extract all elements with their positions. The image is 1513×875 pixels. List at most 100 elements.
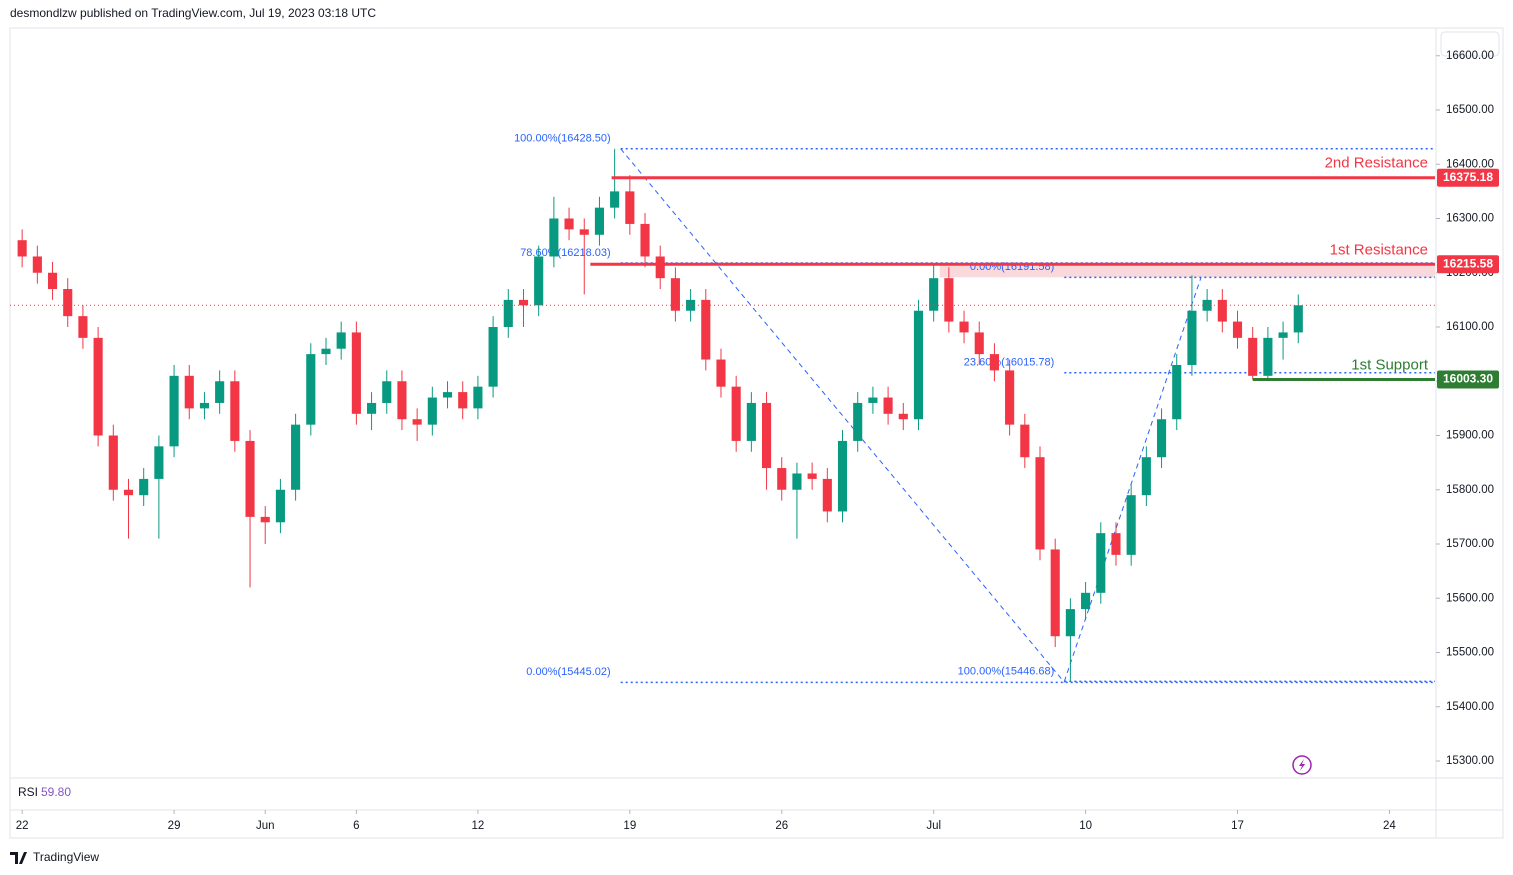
- x-tick-label: 24: [1383, 820, 1396, 832]
- candle-body: [1005, 370, 1015, 425]
- candle-body: [275, 489, 285, 523]
- candle-body: [640, 223, 650, 257]
- candle-body: [761, 402, 772, 469]
- y-tick-label: 16500.00: [1446, 104, 1494, 116]
- candle-body: [701, 299, 711, 360]
- candle-body: [458, 392, 468, 409]
- y-tick-label: 16400.00: [1446, 158, 1494, 170]
- header: desmondlzw published on TradingView.com,…: [10, 6, 376, 20]
- candle-body: [974, 332, 984, 355]
- candle-body: [336, 332, 346, 349]
- lightning-icon[interactable]: [1292, 755, 1312, 775]
- candle-body: [913, 310, 924, 420]
- x-tick-label: 26: [775, 820, 788, 832]
- candle-body: [549, 218, 559, 257]
- candle-body: [807, 473, 817, 479]
- indicator-value: 59.80: [41, 785, 71, 799]
- level-tag: [1437, 370, 1499, 389]
- candle-body: [1126, 495, 1136, 555]
- candle-body: [351, 332, 361, 414]
- candle-body: [397, 381, 407, 420]
- candle-body: [427, 397, 437, 425]
- candle-body: [792, 473, 802, 490]
- level-tag: [1437, 255, 1499, 274]
- level-name: 2nd Resistance: [1325, 155, 1428, 172]
- fib-label: 0.00%(15445.02): [526, 666, 610, 678]
- candle-body: [306, 354, 316, 425]
- x-tick-label: 12: [472, 820, 485, 832]
- candle-body: [184, 375, 194, 409]
- candle-body: [291, 424, 301, 490]
- candle-body: [382, 381, 392, 403]
- level-tag-label: 16375.18: [1443, 170, 1493, 184]
- candle-body: [47, 272, 58, 290]
- level-tag: [1437, 168, 1499, 187]
- x-tick-label: 22: [16, 820, 29, 832]
- candle-body: [837, 440, 848, 512]
- candle-body: [169, 375, 179, 447]
- candle-body: [139, 478, 149, 496]
- y-tick-label: 15800.00: [1446, 484, 1494, 496]
- candle-body: [412, 419, 422, 425]
- candle-body: [1035, 457, 1045, 550]
- candle-body: [822, 478, 832, 512]
- candle-body: [503, 299, 513, 328]
- frame: [9, 27, 1504, 839]
- candle-body: [1278, 332, 1288, 338]
- candle-body: [215, 381, 225, 403]
- candle-body: [564, 218, 574, 230]
- candle-body: [488, 327, 498, 387]
- candle-body: [655, 256, 665, 279]
- level-tag-label: 16215.58: [1443, 256, 1493, 270]
- candle-body: [579, 229, 589, 235]
- candle-body: [746, 402, 756, 441]
- y-tick-label: 15500.00: [1446, 647, 1494, 659]
- candle-body: [670, 278, 680, 311]
- candle-body: [1187, 310, 1197, 365]
- fib-label: 100.00%(16428.50): [514, 133, 611, 145]
- y-tick-label: 16100.00: [1446, 321, 1494, 333]
- indicator-label: RSI: [18, 785, 38, 799]
- candle-body: [442, 392, 453, 398]
- candle-body: [123, 489, 134, 496]
- candle-body: [473, 386, 483, 409]
- candle-body: [108, 435, 118, 490]
- candle-body: [868, 397, 878, 403]
- level-tag-label: 16003.30: [1443, 372, 1493, 386]
- y-tick-label: 15400.00: [1446, 701, 1494, 713]
- candle-body: [731, 386, 741, 441]
- candle-body: [716, 359, 726, 387]
- axis-button[interactable]: [1440, 31, 1500, 57]
- candle-body: [260, 516, 270, 523]
- candle-body: [534, 256, 544, 306]
- candle-body: [1202, 299, 1212, 311]
- candle-body: [989, 354, 999, 371]
- resistance-zone: [939, 264, 1435, 278]
- candle-body: [78, 316, 88, 338]
- y-tick-label: 15300.00: [1446, 755, 1494, 767]
- fib-label: 23.60%(16015.78): [964, 357, 1055, 369]
- y-tick-label: 15700.00: [1446, 538, 1494, 550]
- level-name: 1st Resistance: [1330, 241, 1428, 258]
- candle-body: [17, 240, 27, 257]
- candle-body: [321, 348, 331, 355]
- candle-body: [944, 278, 954, 322]
- trendline: [1063, 277, 1202, 682]
- fib-label: 78.60%(16218.03): [520, 247, 611, 259]
- candle-body: [853, 402, 863, 441]
- candle-body: [230, 381, 240, 441]
- candle-body: [518, 299, 529, 306]
- candle-body: [1172, 364, 1182, 420]
- y-tick-label: 16600.00: [1446, 50, 1494, 62]
- candle-body: [1065, 609, 1075, 637]
- candle-body: [32, 256, 42, 273]
- x-tick-label: Jun: [256, 820, 275, 832]
- x-tick-label: 29: [168, 820, 181, 832]
- brand-logo: [10, 852, 27, 864]
- candle-body: [594, 207, 605, 235]
- x-tick-label: 19: [623, 820, 636, 832]
- candle-body: [93, 337, 103, 436]
- candle-body: [1141, 457, 1151, 496]
- candle-body: [1050, 549, 1060, 637]
- plot-area: 100.00%(16428.50) 78.60%(16218.03) 0.00%(1…: [10, 133, 1435, 684]
